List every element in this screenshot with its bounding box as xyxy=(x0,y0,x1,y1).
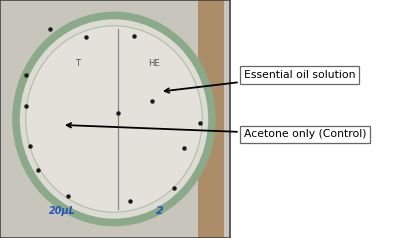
Ellipse shape xyxy=(26,26,202,212)
Text: Acetone only (Control): Acetone only (Control) xyxy=(67,123,366,139)
Bar xyxy=(0,0,230,238)
Bar xyxy=(198,0,224,238)
Text: T: T xyxy=(76,59,80,68)
Bar xyxy=(0,0,230,238)
Ellipse shape xyxy=(16,15,212,223)
Text: 20µL: 20µL xyxy=(48,206,76,216)
Text: HE: HE xyxy=(148,59,160,68)
Text: 2: 2 xyxy=(156,206,164,216)
Text: Essential oil solution: Essential oil solution xyxy=(165,70,356,93)
